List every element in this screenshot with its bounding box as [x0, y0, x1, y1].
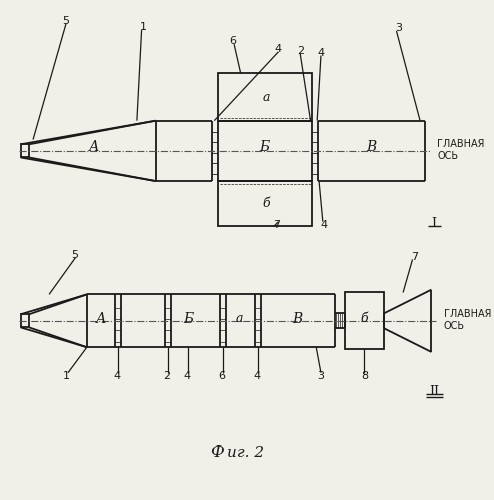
Text: В: В [366, 140, 376, 154]
Text: 1: 1 [140, 22, 147, 32]
Text: В: В [292, 312, 302, 326]
Text: 7: 7 [411, 252, 418, 262]
Text: ГЛАВНАЯ: ГЛАВНАЯ [437, 140, 485, 149]
Text: 4: 4 [183, 370, 191, 380]
Text: 5: 5 [63, 16, 70, 26]
Text: 4: 4 [274, 44, 281, 54]
Text: 8: 8 [361, 370, 368, 380]
Text: 7: 7 [273, 220, 280, 230]
Text: I: I [432, 217, 437, 230]
Text: 3: 3 [318, 370, 325, 380]
Bar [21, 144, 29, 158]
Text: 5: 5 [71, 250, 78, 260]
Bar [218, 181, 313, 226]
Text: а: а [236, 312, 244, 326]
Text: 1: 1 [63, 370, 70, 380]
Text: Б: Б [184, 312, 194, 326]
Text: 4: 4 [318, 48, 325, 58]
Text: 2: 2 [296, 46, 304, 56]
Bar [344, 292, 384, 349]
Bar [218, 74, 313, 120]
Text: II: II [429, 385, 439, 398]
Bar [21, 314, 29, 328]
Text: ОСЬ: ОСЬ [444, 320, 465, 330]
Text: ОСЬ: ОСЬ [437, 150, 458, 160]
Text: 2: 2 [164, 370, 170, 380]
Text: а: а [262, 90, 270, 104]
Text: б: б [361, 312, 368, 326]
Text: иг. 2: иг. 2 [227, 446, 264, 460]
Text: б: б [262, 197, 270, 210]
Text: 4: 4 [253, 370, 260, 380]
Text: 4: 4 [114, 370, 121, 380]
Text: А: А [89, 140, 100, 154]
Text: А: А [96, 312, 106, 326]
Text: Б: Б [259, 140, 269, 154]
Text: Ф: Ф [210, 444, 224, 462]
Text: 6: 6 [230, 36, 237, 46]
Text: ГЛАВНАЯ: ГЛАВНАЯ [444, 309, 491, 319]
Text: 3: 3 [395, 23, 402, 33]
Text: 4: 4 [320, 220, 328, 230]
Text: 6: 6 [218, 370, 225, 380]
